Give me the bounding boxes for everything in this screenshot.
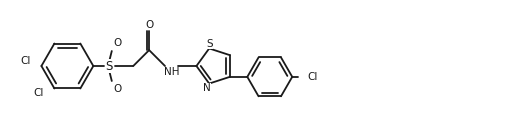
Text: N: N	[203, 83, 211, 93]
Text: NH: NH	[163, 67, 179, 77]
Text: Cl: Cl	[33, 88, 43, 98]
Text: O: O	[145, 20, 153, 30]
Text: Cl: Cl	[20, 56, 30, 66]
Text: O: O	[114, 38, 122, 48]
Text: S: S	[206, 39, 213, 49]
Text: O: O	[114, 84, 122, 94]
Text: Cl: Cl	[307, 72, 318, 82]
Text: S: S	[106, 60, 113, 72]
